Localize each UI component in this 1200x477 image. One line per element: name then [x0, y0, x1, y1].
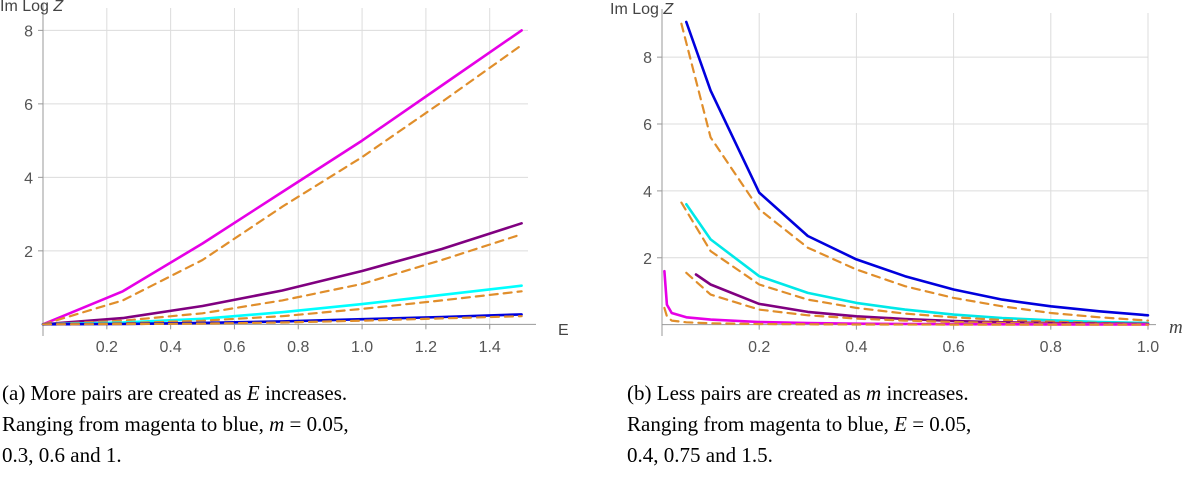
- y-tick-label: 8: [24, 23, 33, 40]
- y-tick-label: 4: [24, 170, 33, 187]
- caption-line: (b) Less pairs are created as m increase…: [627, 378, 1147, 409]
- dashed-approx-line: [680, 201, 1150, 325]
- dashed-approx-line: [41, 44, 523, 326]
- caption-text: (b) Less pairs are created as: [627, 381, 867, 405]
- x-tick-label: 1.2: [415, 339, 437, 356]
- chart-a: 0.2 0.4 0.6 0.8 1.0 1.2 1.4 2 4 6 8 Im Log Z E: [0, 0, 569, 356]
- y-axis-label-part: Log: [628, 1, 659, 18]
- solid-line: [41, 284, 523, 326]
- y-axis-label-part: Im: [0, 0, 18, 15]
- y-axis-label-part: Im: [610, 1, 628, 18]
- x-axis-label: E: [558, 322, 569, 339]
- caption-text: increases.: [259, 381, 348, 405]
- caption-text: Ranging from magenta to blue,: [2, 412, 270, 436]
- x-tick-label: 0.8: [287, 339, 309, 356]
- x-axis-label: m: [1169, 317, 1183, 338]
- caption-line: Ranging from magenta to blue, m = 0.05,: [2, 409, 522, 440]
- x-tick-label: 0.4: [845, 339, 867, 356]
- caption-symbol: m: [269, 412, 285, 436]
- caption-line: (a) More pairs are created as E increase…: [2, 378, 522, 409]
- y-axis-label-part: Z: [49, 0, 64, 15]
- solid-line: [685, 203, 1150, 325]
- y-tick-label: 2: [24, 244, 33, 261]
- caption-text: = 0.05,: [906, 412, 972, 436]
- dashed-approx-line: [663, 306, 1150, 326]
- caption-text: = 0.05,: [284, 412, 349, 436]
- x-tick-label: 1.0: [1137, 339, 1159, 356]
- caption-line: 0.3, 0.6 and 1.: [2, 440, 522, 471]
- dashed-approx-line: [41, 290, 523, 326]
- caption-b: (b) Less pairs are created as m increase…: [627, 378, 1147, 471]
- caption-text: Ranging from magenta to blue,: [627, 412, 895, 436]
- x-tick-label: 1.0: [351, 339, 373, 356]
- caption-text: 0.4, 0.75 and 1.5.: [627, 443, 773, 467]
- caption-symbol: E: [246, 381, 260, 405]
- caption-line: 0.4, 0.75 and 1.5.: [627, 440, 1147, 471]
- y-tick-label: 6: [643, 117, 652, 134]
- x-tick-label: 0.2: [748, 339, 770, 356]
- y-ticks: 2 4 6 8: [643, 50, 662, 268]
- y-axis-label-part: Log: [18, 0, 49, 15]
- panel-a: 0.2 0.4 0.6 0.8 1.0 1.2 1.4 2 4 6 8 Im Log Z E (a) M…: [0, 0, 569, 471]
- y-tick-label: 8: [643, 50, 652, 67]
- x-tick-label: 0.8: [1040, 339, 1062, 356]
- caption-symbol: m: [866, 381, 882, 405]
- y-axis-label: Im Log Z: [0, 0, 64, 15]
- x-tick-label: 1.4: [479, 339, 501, 356]
- solid-line: [663, 269, 1150, 326]
- solid-line: [685, 20, 1150, 317]
- caption-symbol: E: [894, 412, 907, 436]
- solid-line: [41, 222, 523, 326]
- y-axis-label-part: Z: [659, 1, 674, 18]
- series-group: [41, 29, 523, 326]
- solid-line: [41, 29, 523, 326]
- series-group: [663, 20, 1150, 326]
- y-tick-label: 6: [24, 97, 33, 114]
- y-ticks: 2 4 6 8: [24, 23, 43, 261]
- x-tick-label: 0.4: [160, 339, 182, 356]
- grid: [662, 13, 1149, 328]
- dashed-approx-line: [41, 315, 523, 326]
- x-ticks: 0.2 0.4 0.6 0.8 1.0 1.2 1.4: [96, 324, 501, 356]
- caption-text: (a) More pairs are created as: [2, 381, 247, 405]
- caption-line: Ranging from magenta to blue, E = 0.05,: [627, 409, 1147, 440]
- y-tick-label: 4: [643, 184, 652, 201]
- caption-text: 0.3, 0.6 and 1.: [2, 443, 122, 467]
- x-tick-label: 0.6: [223, 339, 245, 356]
- y-tick-label: 2: [643, 251, 652, 268]
- x-tick-label: 0.6: [942, 339, 964, 356]
- dashed-approx-line: [680, 22, 1150, 322]
- grid: [43, 8, 528, 328]
- y-axis-label: Im Log Z: [610, 1, 674, 18]
- dashed-approx-line: [41, 233, 523, 326]
- caption-a: (a) More pairs are created as E increase…: [2, 378, 522, 471]
- x-tick-label: 0.2: [96, 339, 118, 356]
- caption-text: increases.: [881, 381, 969, 405]
- x-ticks: 0.2 0.4 0.6 0.8 1.0: [748, 324, 1159, 356]
